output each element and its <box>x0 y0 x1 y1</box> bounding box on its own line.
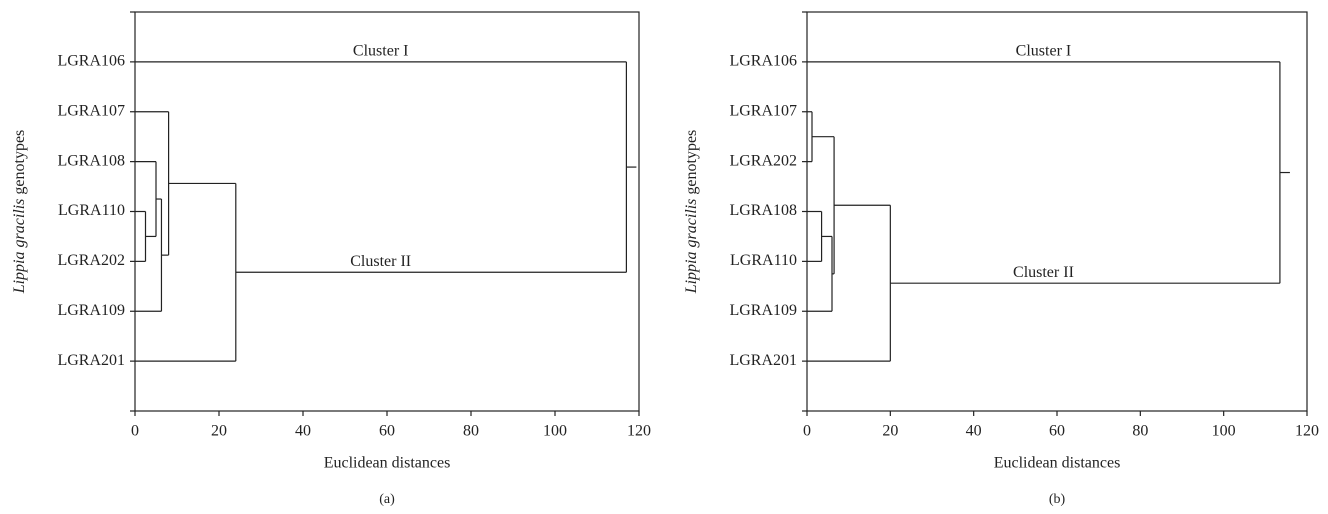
leaf-label: LGRA109 <box>57 302 125 319</box>
x-tick-label: 100 <box>1212 423 1236 440</box>
x-tick-label: 20 <box>882 423 898 440</box>
y-axis-label: Lippia gracilis genotypes <box>11 130 28 295</box>
panel-label: (b) <box>1049 492 1066 507</box>
leaf-label: LGRA109 <box>729 302 797 319</box>
x-tick-label: 20 <box>211 423 227 440</box>
x-axis-label: Euclidean distances <box>994 455 1121 472</box>
leaf-label: LGRA110 <box>730 252 797 269</box>
x-tick-label: 40 <box>966 423 982 440</box>
y-axis-label: Lippia gracilis genotypes <box>683 130 700 295</box>
y-axis-label-italic: Lippia gracilis <box>683 199 700 295</box>
x-tick-label: 0 <box>803 423 811 440</box>
x-tick-label: 120 <box>1295 423 1319 440</box>
leaf-label: LGRA106 <box>729 53 797 70</box>
cluster-annotation: Cluster I <box>353 43 409 60</box>
leaf-label: LGRA106 <box>57 53 125 70</box>
panel-label: (a) <box>379 492 395 507</box>
y-axis-label-italic: Lippia gracilis <box>11 199 28 295</box>
x-tick-label: 100 <box>543 423 567 440</box>
cluster-annotation: Cluster II <box>350 253 411 270</box>
x-axis-label: Euclidean distances <box>324 455 451 472</box>
plot-frame <box>134 11 640 412</box>
leaf-label: LGRA202 <box>57 252 125 269</box>
x-tick-label: 80 <box>463 423 479 440</box>
leaf-label: LGRA107 <box>729 102 797 119</box>
x-tick-label: 60 <box>1049 423 1065 440</box>
x-tick-label: 60 <box>379 423 395 440</box>
leaf-label: LGRA108 <box>57 152 125 169</box>
cluster-annotation: Cluster II <box>1013 264 1074 281</box>
cluster-annotation: Cluster I <box>1016 43 1072 60</box>
plot-frame <box>806 11 1308 412</box>
y-axis-label-text: genotypes <box>683 130 700 195</box>
leaf-label: LGRA110 <box>58 202 125 219</box>
leaf-label: LGRA107 <box>57 102 125 119</box>
x-tick-label: 80 <box>1132 423 1148 440</box>
y-axis-label-text: genotypes <box>11 130 28 195</box>
leaf-label: LGRA201 <box>57 352 125 369</box>
x-tick-label: 0 <box>131 423 139 440</box>
leaf-label: LGRA108 <box>729 202 797 219</box>
x-tick-label: 40 <box>295 423 311 440</box>
leaf-label: LGRA201 <box>729 352 797 369</box>
x-tick-label: 120 <box>627 423 651 440</box>
leaf-label: LGRA202 <box>729 152 797 169</box>
